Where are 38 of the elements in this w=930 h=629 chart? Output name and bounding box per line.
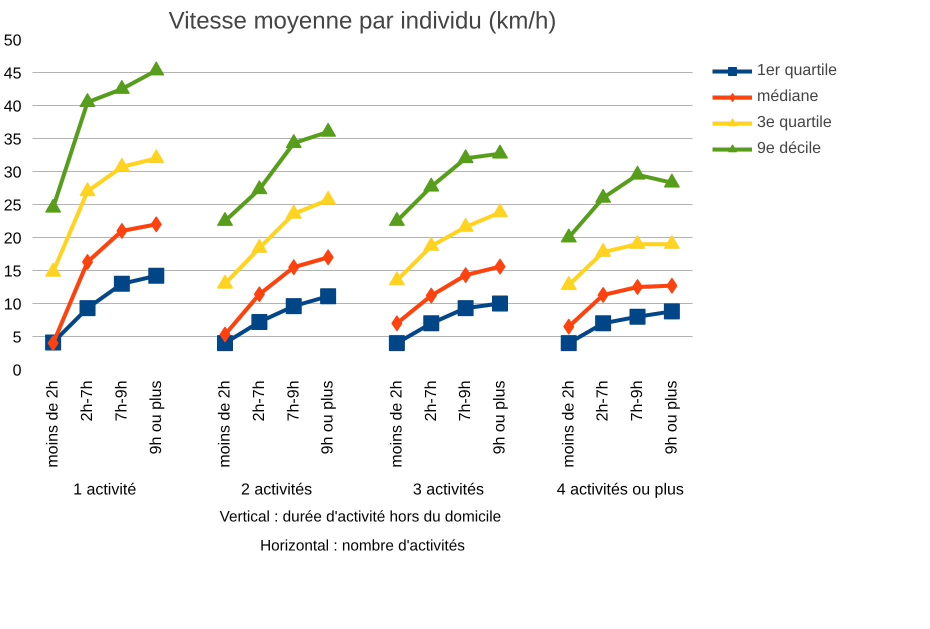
x-tick-label: 7h-9h [629,380,646,422]
y-tick-label: 50 [4,32,22,50]
text: Horizontal : nombre d'activités [260,538,466,554]
legend-label: 3e quartile [757,114,832,132]
chart-title: Vitesse moyenne par individu (km/h) [168,8,556,34]
text: 2 activités [240,482,312,498]
y-tick-label: 25 [4,198,22,214]
x-tick-label: 9h ou plus [663,380,680,454]
text: 1 activité [73,482,136,498]
x-tick-label: moins de 2h [388,380,406,468]
text: Vertical : durée d'activité hors du domicile [220,508,502,526]
y-tick-label: 10 [4,296,22,314]
x-tick-label: 7h-9h [457,380,474,422]
legend-label: médiane [757,88,818,106]
text: 3 activités [412,482,484,498]
x-tick-label: 7h-9h [285,380,302,422]
x-tick-label: 7h-9h [113,380,130,422]
x-tick-label: 2h-7h [594,380,612,422]
y-tick-label: 15 [4,264,22,280]
x-tick-label: moins de 2h [560,380,578,468]
x-tick-label: 9h ou plus [492,380,508,454]
x-tick-label: 9h ou plus [320,380,337,454]
legend-label: 1er quartile [757,62,838,80]
legend-label: 9e décile [757,140,822,158]
text: 4 activités ou plus [556,482,684,498]
y-tick-label: 30 [4,164,22,182]
x-tick-label: 9h ou plus [148,380,165,454]
x-tick-label: 2h-7h [250,380,268,422]
x-tick-label: 2h-7h [79,380,96,422]
x-tick-label: 2h-7h [422,380,440,422]
y-tick-label: 5 [12,330,22,346]
y-tick-label: 35 [4,132,22,148]
x-tick-label: moins de 2h [44,380,62,468]
y-tick-label: 20 [4,230,22,248]
x-tick-label: moins de 2h [216,380,234,468]
y-tick-label: 40 [4,98,22,116]
y-tick-label: 45 [4,66,22,82]
y-tick-label: 0 [12,362,22,380]
